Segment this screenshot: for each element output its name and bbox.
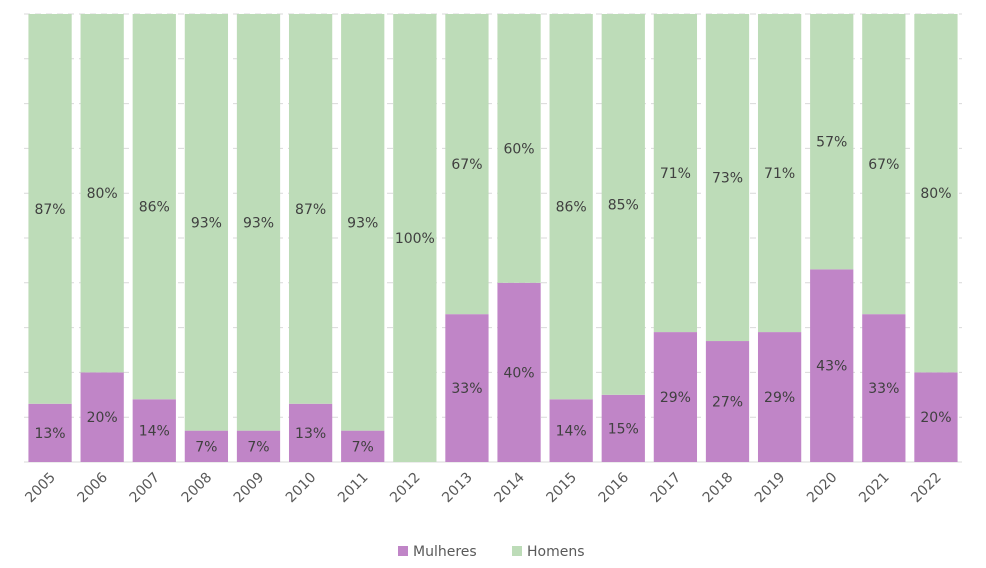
- bar-mulheres-2007: [132, 399, 176, 462]
- data-label-homens-2007: 86%: [139, 200, 170, 216]
- x-tick-label-2012: 2012: [387, 470, 424, 507]
- bar-mulheres-2013: [445, 314, 489, 462]
- x-tick-label-2010: 2010: [283, 470, 320, 507]
- bar-mulheres-2011: [341, 430, 385, 462]
- bar-homens-2022: [914, 14, 958, 373]
- x-tick-label-2008: 2008: [179, 470, 216, 507]
- data-label-homens-2017: 71%: [660, 166, 691, 182]
- x-tick-label-2016: 2016: [596, 469, 633, 506]
- bar-homens-2020: [810, 14, 854, 270]
- data-label-mulheres-2020: 43%: [816, 359, 847, 375]
- bar-mulheres-2021: [862, 314, 906, 462]
- bar-homens-2018: [705, 14, 750, 342]
- data-label-homens-2015: 86%: [556, 200, 587, 216]
- bar-mulheres-2015: [549, 399, 593, 462]
- legend-swatch-mulheres: [398, 546, 408, 556]
- x-tick-label-2021: 2021: [856, 470, 893, 507]
- legend: Mulheres Homens: [398, 544, 585, 560]
- data-label-homens-2020: 57%: [816, 135, 847, 151]
- data-label-homens-2019: 71%: [764, 166, 795, 182]
- bar-mulheres-2017: [653, 332, 698, 462]
- legend-label-mulheres: Mulheres: [413, 544, 477, 560]
- data-label-homens-2016: 85%: [608, 197, 639, 213]
- data-label-homens-2008: 93%: [191, 215, 222, 231]
- legend-swatch-homens: [512, 546, 522, 556]
- x-tick-label-2005: 2005: [22, 470, 59, 507]
- data-label-mulheres-2014: 40%: [503, 365, 534, 381]
- data-label-homens-2009: 93%: [243, 215, 274, 231]
- x-tick-label-2020: 2020: [804, 470, 841, 507]
- x-tick-label-2018: 2018: [700, 470, 737, 507]
- data-label-homens-2012: 100%: [395, 231, 435, 247]
- bar-homens-2012: [393, 14, 437, 462]
- data-label-mulheres-2017: 29%: [660, 390, 691, 406]
- bar-homens-2011: [341, 14, 385, 431]
- gridlines: [24, 13, 962, 463]
- bar-homens-2007: [132, 14, 176, 400]
- x-tick-labels: 2005 2006 2007 2008 2009 2010 2011 2012 2013 2014…: [22, 469, 944, 506]
- bar-mulheres-2022: [914, 372, 958, 462]
- data-label-mulheres-2021: 33%: [868, 381, 899, 397]
- bar-mulheres-2016: [601, 394, 645, 462]
- bar-mulheres-2006: [80, 372, 124, 462]
- bars: [28, 14, 958, 462]
- bar-homens-2013: [445, 14, 489, 315]
- data-labels: 13% 87% 20% 80% 14% 86% 7% 93% 7% 93% 13% 87% 7% 93% 1…: [34, 135, 951, 456]
- bar-homens-2017: [653, 14, 698, 333]
- data-label-mulheres-2006: 20%: [87, 410, 118, 426]
- data-label-homens-2021: 67%: [868, 157, 899, 173]
- bar-homens-2005: [28, 14, 72, 404]
- data-label-homens-2011: 93%: [347, 215, 378, 231]
- data-label-homens-2022: 80%: [920, 186, 951, 202]
- data-label-mulheres-2009: 7%: [247, 439, 269, 455]
- bar-homens-2006: [80, 14, 124, 373]
- bar-mulheres-2018: [705, 341, 750, 462]
- data-label-mulheres-2016: 15%: [608, 421, 639, 437]
- x-tick-label-2022: 2022: [908, 470, 945, 507]
- data-label-homens-2014: 60%: [503, 141, 534, 157]
- data-label-homens-2013: 67%: [451, 157, 482, 173]
- data-label-mulheres-2011: 7%: [352, 439, 374, 455]
- bar-homens-2008: [184, 14, 229, 431]
- bar-mulheres-2014: [497, 282, 541, 462]
- data-label-mulheres-2005: 13%: [34, 426, 65, 442]
- data-label-homens-2006: 80%: [87, 186, 118, 202]
- bar-homens-2009: [236, 14, 281, 431]
- data-label-mulheres-2018: 27%: [712, 395, 743, 411]
- bar-homens-2019: [757, 14, 802, 333]
- x-tick-label-2009: 2009: [231, 470, 268, 507]
- legend-label-homens: Homens: [527, 544, 585, 560]
- x-tick-label-2019: 2019: [752, 470, 789, 507]
- bar-homens-2021: [862, 14, 906, 315]
- bar-homens-2015: [549, 14, 593, 400]
- data-label-mulheres-2013: 33%: [451, 381, 482, 397]
- bar-mulheres-2008: [184, 430, 229, 462]
- bar-homens-2014: [497, 14, 541, 283]
- data-label-mulheres-2007: 14%: [139, 424, 170, 440]
- x-tick-label-2006: 2006: [74, 469, 111, 506]
- bar-mulheres-2020: [810, 269, 854, 462]
- bar-mulheres-2019: [757, 332, 802, 462]
- x-tick-label-2007: 2007: [127, 470, 164, 507]
- x-tick-label-2011: 2011: [335, 470, 372, 507]
- bar-homens-2016: [601, 14, 645, 395]
- data-label-homens-2010: 87%: [295, 202, 326, 218]
- x-tick-label-2017: 2017: [648, 470, 685, 507]
- data-label-mulheres-2019: 29%: [764, 390, 795, 406]
- data-label-mulheres-2015: 14%: [556, 424, 587, 440]
- x-tick-label-2014: 2014: [491, 469, 528, 506]
- bar-mulheres-2009: [236, 430, 281, 462]
- data-label-homens-2005: 87%: [34, 202, 65, 218]
- data-label-homens-2018: 73%: [712, 171, 743, 187]
- x-tick-label-2013: 2013: [439, 470, 476, 507]
- bar-mulheres-2010: [288, 403, 333, 462]
- bar-mulheres-2005: [28, 403, 72, 462]
- data-label-mulheres-2022: 20%: [920, 410, 951, 426]
- data-label-mulheres-2008: 7%: [195, 439, 217, 455]
- data-label-mulheres-2010: 13%: [295, 426, 326, 442]
- x-tick-label-2015: 2015: [543, 470, 580, 507]
- bar-homens-2010: [288, 14, 333, 404]
